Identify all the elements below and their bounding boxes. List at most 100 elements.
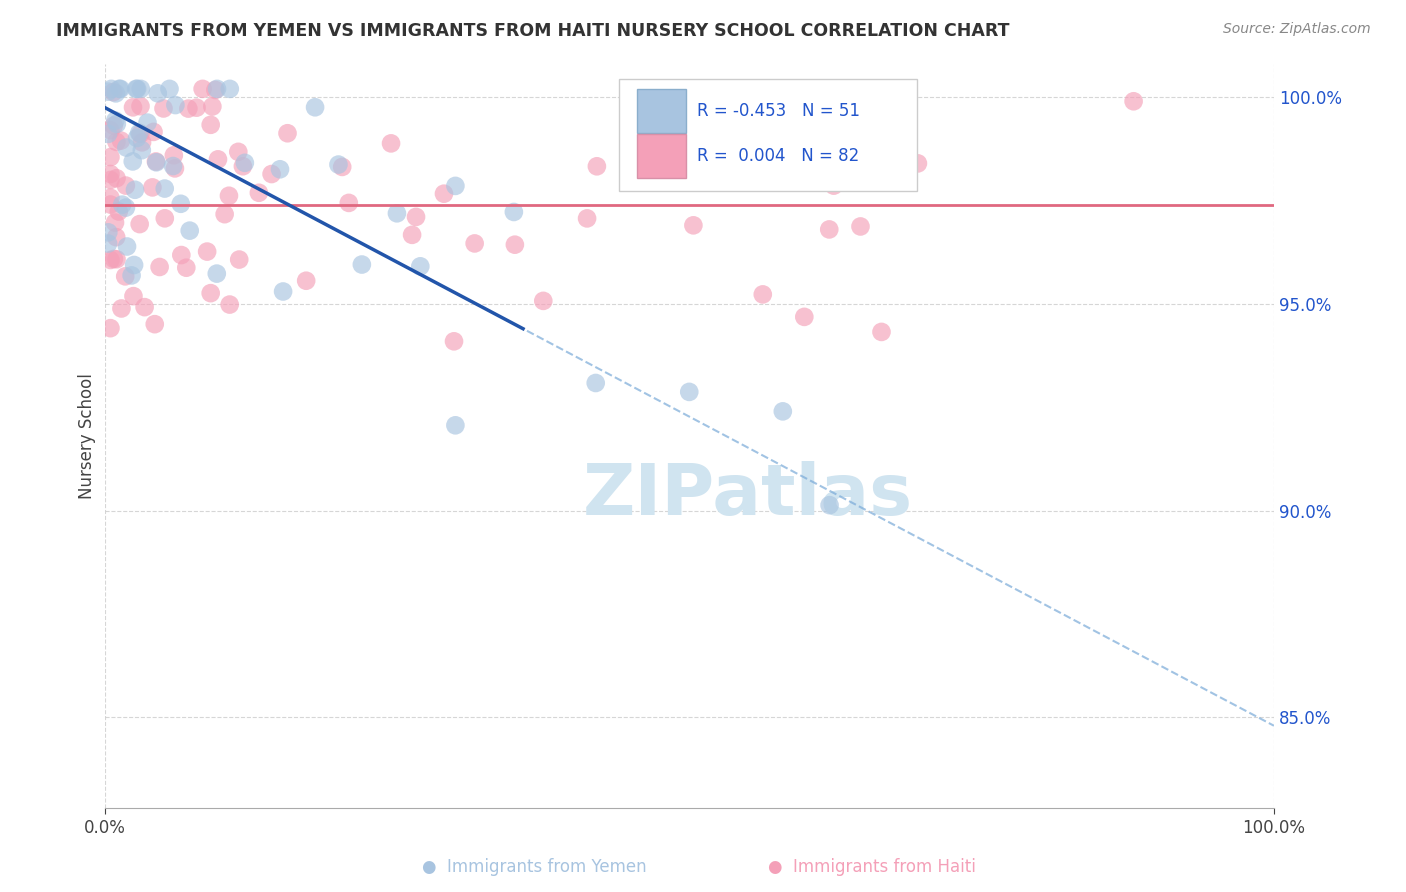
Point	[214, 207, 236, 221]
Point	[586, 159, 609, 173]
Point	[201, 99, 224, 113]
Point	[247, 186, 270, 200]
Point	[380, 136, 402, 151]
Point	[115, 239, 138, 253]
Point	[104, 87, 127, 101]
Point	[145, 155, 167, 169]
Point	[195, 244, 218, 259]
Point	[200, 118, 222, 132]
Point	[405, 210, 427, 224]
Point	[870, 325, 893, 339]
Point	[122, 289, 145, 303]
Point	[295, 274, 318, 288]
Point	[105, 117, 128, 131]
Point	[228, 252, 250, 267]
Point	[226, 145, 249, 159]
Point	[176, 260, 198, 275]
Point	[165, 98, 187, 112]
Text: R = -0.453   N = 51: R = -0.453 N = 51	[697, 102, 860, 120]
Point	[260, 167, 283, 181]
Point	[128, 217, 150, 231]
Point	[503, 237, 526, 252]
Point	[107, 204, 129, 219]
Point	[152, 102, 174, 116]
Text: ZIPatlas: ZIPatlas	[582, 461, 912, 531]
Point	[232, 159, 254, 173]
Point	[502, 205, 524, 219]
FancyBboxPatch shape	[619, 79, 917, 191]
FancyBboxPatch shape	[637, 134, 686, 178]
Point	[97, 236, 120, 251]
Text: R =  0.004   N = 82: R = 0.004 N = 82	[697, 146, 859, 165]
Point	[186, 101, 208, 115]
Point	[136, 115, 159, 129]
Point	[823, 178, 845, 193]
Point	[125, 82, 148, 96]
Point	[624, 82, 647, 96]
Text: ●  Immigrants from Yemen: ● Immigrants from Yemen	[422, 858, 647, 876]
Point	[153, 181, 176, 195]
Point	[337, 195, 360, 210]
Point	[818, 222, 841, 236]
Point	[104, 113, 127, 128]
Point	[443, 334, 465, 349]
Point	[100, 197, 122, 211]
Text: ●  Immigrants from Haiti: ● Immigrants from Haiti	[768, 858, 976, 876]
Point	[110, 82, 132, 96]
Point	[304, 100, 326, 114]
Point	[134, 300, 156, 314]
Point	[179, 224, 201, 238]
Point	[585, 376, 607, 390]
Point	[162, 159, 184, 173]
Point	[97, 225, 120, 239]
Point	[129, 99, 152, 113]
Point	[159, 82, 181, 96]
Point	[145, 154, 167, 169]
Point	[100, 150, 122, 164]
Point	[105, 252, 128, 267]
Point	[218, 297, 240, 311]
Point	[772, 404, 794, 418]
Point	[269, 162, 291, 177]
Point	[143, 317, 166, 331]
Point	[128, 126, 150, 140]
Point	[129, 82, 152, 96]
Point	[108, 82, 131, 96]
Point	[682, 219, 704, 233]
Text: Source: ZipAtlas.com: Source: ZipAtlas.com	[1223, 22, 1371, 37]
Point	[105, 230, 128, 244]
Point	[163, 148, 186, 162]
Point	[271, 285, 294, 299]
Point	[131, 143, 153, 157]
Point	[191, 82, 214, 96]
Point	[205, 82, 228, 96]
Point	[218, 188, 240, 202]
Point	[170, 196, 193, 211]
Point	[907, 156, 929, 170]
Point	[100, 252, 122, 267]
Point	[678, 384, 700, 399]
Point	[233, 156, 256, 170]
Point	[131, 136, 153, 150]
FancyBboxPatch shape	[637, 89, 686, 133]
Point	[110, 134, 132, 148]
Point	[1122, 95, 1144, 109]
Point	[100, 191, 122, 205]
Point	[111, 197, 134, 211]
Point	[401, 227, 423, 242]
Point	[124, 183, 146, 197]
Point	[103, 252, 125, 266]
Point	[100, 82, 122, 96]
Point	[103, 119, 125, 133]
Point	[531, 293, 554, 308]
Point	[385, 206, 408, 220]
Point	[752, 287, 775, 301]
Point	[100, 173, 122, 187]
Point	[170, 248, 193, 262]
Point	[100, 123, 122, 137]
Point	[100, 321, 122, 335]
Point	[860, 131, 883, 145]
Point	[104, 216, 127, 230]
Point	[409, 260, 432, 274]
Point	[142, 125, 165, 139]
